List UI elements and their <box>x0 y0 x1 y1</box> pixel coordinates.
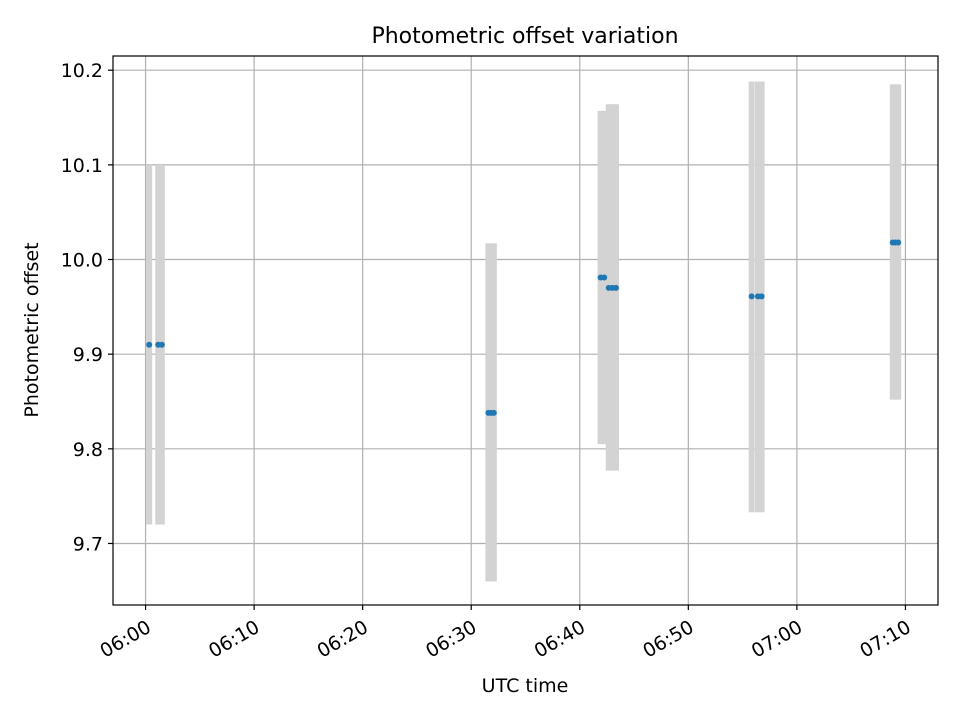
y-tick-label: 9.8 <box>73 439 103 461</box>
x-axis-label: UTC time <box>482 675 569 697</box>
data-point <box>612 284 619 291</box>
y-tick-label: 10.1 <box>61 155 103 177</box>
y-tick-label: 10.0 <box>61 250 103 272</box>
data-point <box>758 293 765 300</box>
y-tick-label: 9.9 <box>73 344 103 366</box>
y-tick-label: 10.2 <box>61 60 103 82</box>
y-axis-label: Photometric offset <box>21 242 43 417</box>
data-points <box>146 239 902 416</box>
data-point <box>601 274 608 281</box>
grid <box>113 56 938 605</box>
chart-title: Photometric offset variation <box>371 24 678 49</box>
data-point <box>158 341 165 348</box>
data-point <box>895 239 902 246</box>
y-tick-label: 9.7 <box>73 533 103 555</box>
data-point <box>490 409 497 416</box>
plot-frame <box>112 55 939 606</box>
data-point <box>748 293 755 300</box>
data-point <box>146 341 153 348</box>
